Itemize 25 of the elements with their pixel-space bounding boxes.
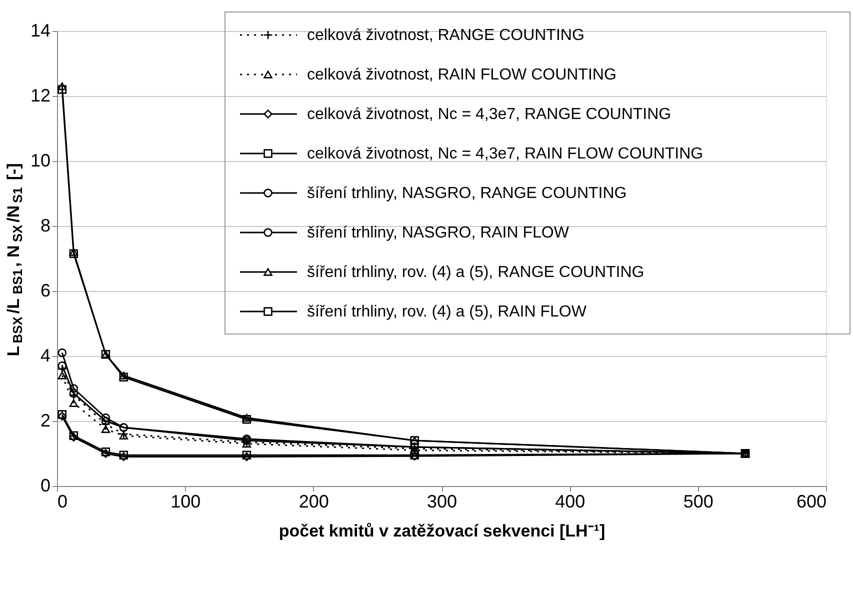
legend-label: celková životnost, Nc = 4,3e7, RANGE COUNTING	[307, 106, 672, 123]
x-tick-label: 100	[170, 492, 201, 512]
x-tick-label: 300	[426, 492, 458, 512]
legend-label: celková životnost, Nc = 4,3e7, RAIN FLOW COUNTING	[307, 146, 704, 162]
x-tick-label: 200	[298, 492, 329, 512]
legend-label: šíření trhliny, rov. (4) a (5), RAIN FLOW	[307, 304, 588, 320]
y-tick-label: 6	[40, 280, 50, 300]
legend-label: celková životnost, RAIN FLOW COUNTING	[307, 66, 616, 84]
y-tick-label: 10	[30, 150, 50, 170]
legend-label: šíření trhliny, NASGRO, RAIN FLOW	[307, 224, 570, 242]
y-tick-label: 8	[40, 216, 50, 236]
y-tick-label: 14	[30, 20, 50, 40]
legend-label: šíření trhliny, NASGRO, RANGE COUNTING	[307, 185, 627, 202]
y-tick-label: 0	[40, 476, 50, 496]
text: LBSX/LBS1, NSX/NS1 [-]	[4, 163, 25, 356]
legend-label: celková životnost, RANGE COUNTING	[307, 27, 584, 44]
legend-label: šíření trhliny, rov. (4) a (5), RANGE COUNTING	[307, 264, 644, 281]
x-tick-label: 500	[683, 492, 714, 512]
x-tick-label: 0	[58, 492, 68, 512]
x-tick-label: 600	[796, 492, 826, 512]
x-tick-label: 400	[555, 492, 586, 512]
y-tick-label: 4	[40, 346, 50, 366]
y-tick-label: 2	[40, 410, 50, 430]
y-tick-label: 12	[30, 86, 50, 106]
x-axis-title: počet kmitů v zatěžovací sekvenci [LH⁻¹]	[278, 522, 606, 540]
